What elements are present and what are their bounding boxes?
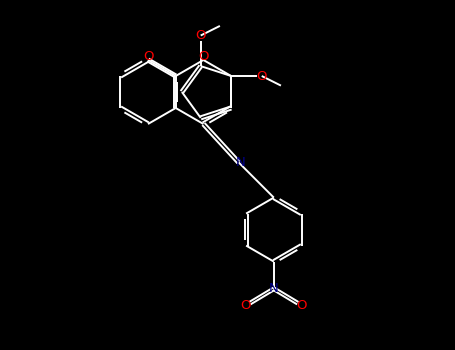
Text: N: N [236, 156, 246, 169]
Text: N: N [269, 282, 279, 295]
Text: O: O [241, 299, 251, 312]
Text: O: O [198, 49, 209, 63]
Text: O: O [257, 70, 267, 83]
Text: O: O [297, 299, 307, 312]
Text: O: O [196, 29, 206, 42]
Text: O: O [143, 49, 153, 63]
